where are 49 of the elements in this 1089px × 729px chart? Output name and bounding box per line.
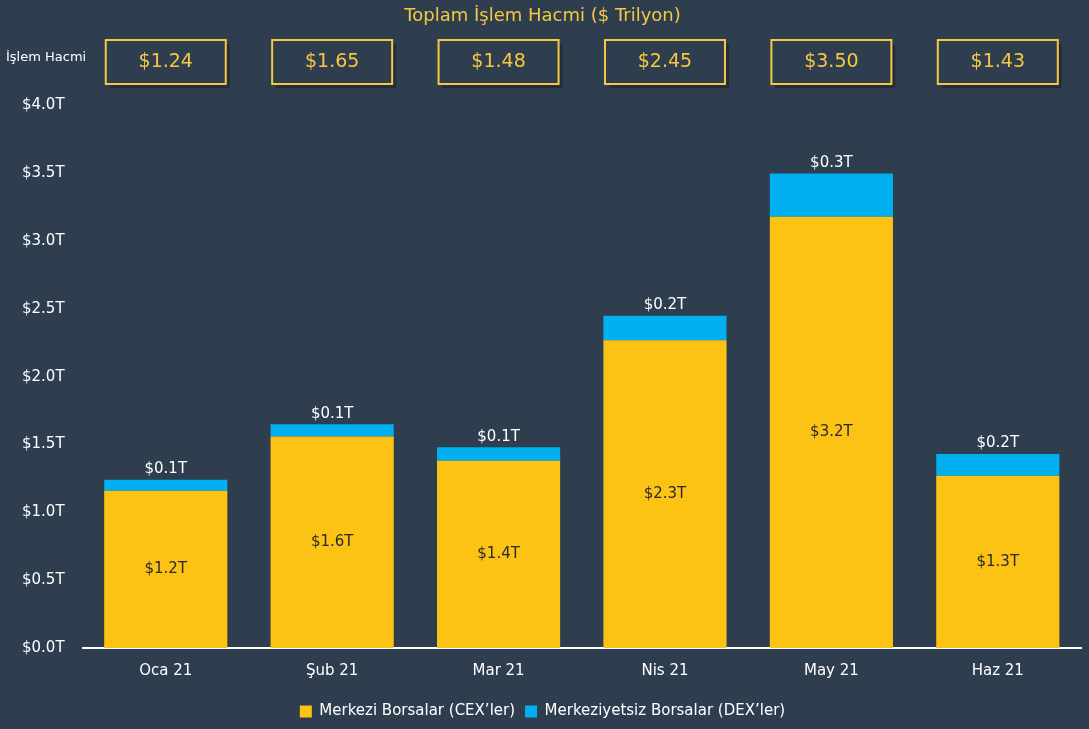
bar	[270, 436, 394, 648]
legend-label: Merkezi Borsalar (CEX’ler)	[319, 701, 516, 720]
bar	[769, 173, 893, 217]
y-tick-label: $4.0T	[22, 95, 66, 114]
y-tick-label: $0.5T	[22, 570, 66, 589]
x-tick-label: Haz 21	[971, 660, 1024, 679]
bar	[603, 315, 727, 341]
text: $3.50	[804, 48, 859, 71]
bar	[936, 454, 1060, 476]
data-label: $2.3T	[643, 483, 688, 502]
y-tick-label: $1.5T	[22, 434, 66, 453]
data-label: $0.1T	[477, 426, 521, 445]
bar	[437, 447, 561, 461]
data-label: $1.6T	[310, 532, 355, 551]
data-label: $0.1T	[144, 459, 188, 478]
legend-label: Merkeziyetsiz Borsalar (DEX’ler)	[544, 701, 786, 720]
data-label: $1.2T	[144, 559, 188, 578]
x-tick-label: Nis 21	[641, 660, 689, 679]
data-label: $0.3T	[810, 152, 854, 171]
x-tick-label: Oca 21	[139, 660, 193, 679]
y-tick-label: $3.0T	[22, 231, 66, 250]
bar	[104, 479, 228, 491]
y-tick-label: $2.5T	[22, 298, 66, 317]
bar	[769, 216, 893, 648]
y-tick-label: $2.0T	[22, 366, 66, 385]
y-tick-label: $0.0T	[22, 637, 66, 656]
y-tick-label: $1.0T	[22, 502, 66, 521]
bar	[270, 424, 394, 437]
x-tick-label: Şub 21	[305, 660, 359, 679]
text: İşlem Hacmi	[6, 49, 87, 65]
text: $1.43	[970, 48, 1025, 71]
x-tick-label: Mar 21	[472, 660, 525, 679]
text: $1.48	[471, 48, 526, 71]
data-label: $0.1T	[310, 403, 355, 422]
bar	[603, 340, 727, 648]
text: $2.45	[637, 48, 693, 71]
chart-title: Toplam İşlem Hacmi ($ Trilyon)	[403, 4, 681, 26]
text: $1.65	[304, 48, 360, 71]
data-label: $0.2T	[643, 295, 688, 314]
data-label: $0.2T	[976, 433, 1020, 452]
data-label: $1.3T	[976, 551, 1020, 570]
bar	[936, 475, 1060, 648]
data-label: $1.4T	[477, 544, 521, 563]
x-tick-label: May 21	[803, 660, 859, 679]
bar	[437, 460, 561, 648]
text: $1.24	[138, 48, 193, 71]
bar	[104, 490, 228, 648]
data-label: $3.2T	[810, 422, 854, 441]
y-tick-label: $3.5T	[22, 163, 66, 182]
